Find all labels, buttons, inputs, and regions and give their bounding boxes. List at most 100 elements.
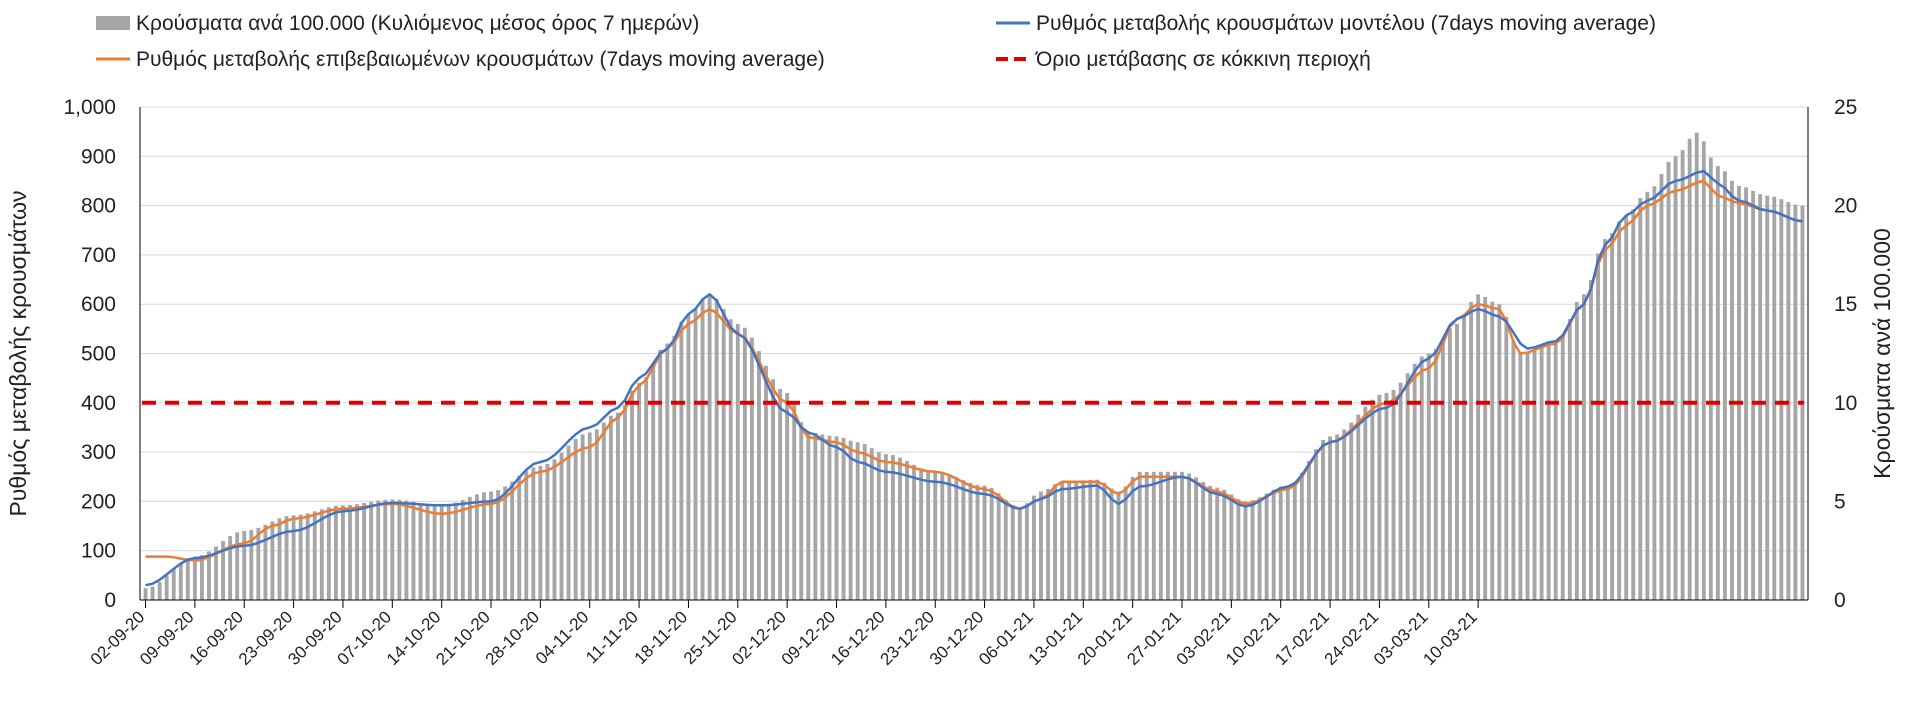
bar [1476,294,1481,600]
bar [1130,476,1135,600]
bar [615,412,620,600]
bar [1264,493,1269,600]
legend-label: Ρυθμός μεταβολής κρουσμάτων μοντέλου (7d… [1036,12,1656,35]
bar [1490,301,1495,600]
bar [601,422,606,600]
bar [1229,494,1234,600]
bar [996,493,1001,600]
bar [1321,439,1325,600]
bar [489,491,493,600]
bar [1758,194,1763,600]
bar [383,499,388,600]
bar [1377,394,1382,600]
bar [503,486,508,600]
bar [1328,436,1333,600]
bar [235,532,240,600]
bar [721,309,726,600]
y-left-tick-label: 400 [81,392,116,415]
bar [432,505,437,600]
bar [1546,344,1551,600]
bar [1123,486,1128,600]
bar [312,511,317,600]
bar [1659,174,1664,600]
bar [164,575,169,600]
bar [686,314,691,600]
bar [404,500,409,600]
y-right-tick-label: 25 [1834,96,1857,119]
bar [919,468,924,600]
bar [1772,196,1777,600]
bar [552,459,557,600]
bar [1730,180,1734,601]
bar [573,439,578,600]
y-right-tick-label: 10 [1834,392,1857,415]
bar [524,470,529,600]
bar [1102,482,1107,600]
y-left-tick-label: 900 [81,145,116,168]
bar [876,452,881,600]
bar [446,504,451,600]
legend-swatch [96,16,130,30]
bar [1137,471,1142,600]
bar [778,389,783,600]
bar [1003,499,1008,600]
y-left-tick-label: 600 [81,293,116,316]
bar [178,562,183,600]
bar [242,530,247,600]
bar [608,415,613,600]
bar [390,499,395,600]
bar [1638,197,1643,601]
bar [1257,497,1262,600]
bar [940,472,945,600]
bar [1342,429,1347,600]
bar [362,503,367,600]
bar [1208,485,1213,600]
y-left-axis-title: Ρυθμός μεταβολής κρουσμάτων [5,190,31,516]
y-right-tick-label: 20 [1834,195,1857,218]
bar [1363,406,1368,600]
bar [1581,294,1586,600]
bar [411,501,416,600]
y-left-tick-label: 200 [81,490,116,513]
bar [693,308,698,600]
bar [869,448,874,600]
legend-item-model: Ρυθμός μεταβολής κρουσμάτων μοντέλου (7d… [996,12,1656,35]
series-line-confirmed [145,179,1803,562]
bar [453,502,458,600]
bar [221,541,226,600]
bar [665,343,670,600]
bar [333,505,338,600]
bar [1483,296,1488,600]
y-left-tick-label: 100 [81,540,116,563]
bar [298,514,303,600]
bar [630,390,634,600]
bar [439,505,444,600]
bar [1271,489,1276,600]
bar [580,434,585,600]
bar [658,349,663,600]
bar [757,351,761,600]
bar [1215,487,1220,600]
bar [1039,491,1043,600]
bar [982,485,987,600]
bar [1631,209,1636,600]
bar [1074,480,1079,600]
bar [989,487,994,600]
legend-label: Όριο μετάβασης σε κόκκινη περιοχή [1035,48,1371,71]
bar [1560,335,1565,600]
bar [707,294,712,600]
bar [1187,473,1191,600]
y-left-tick-label: 1,000 [63,96,116,119]
bar [594,429,599,600]
bar [1567,318,1572,600]
legend-item-threshold: Όριο μετάβασης σε κόκκινη περιοχή [996,48,1371,71]
bar [1088,479,1093,600]
x-tick-label: 04-11-20 [532,607,593,668]
bar [1144,471,1149,600]
bar [1779,199,1784,600]
bar [1017,507,1022,600]
y-left-tick-label: 800 [81,195,116,218]
bar [1765,195,1770,601]
